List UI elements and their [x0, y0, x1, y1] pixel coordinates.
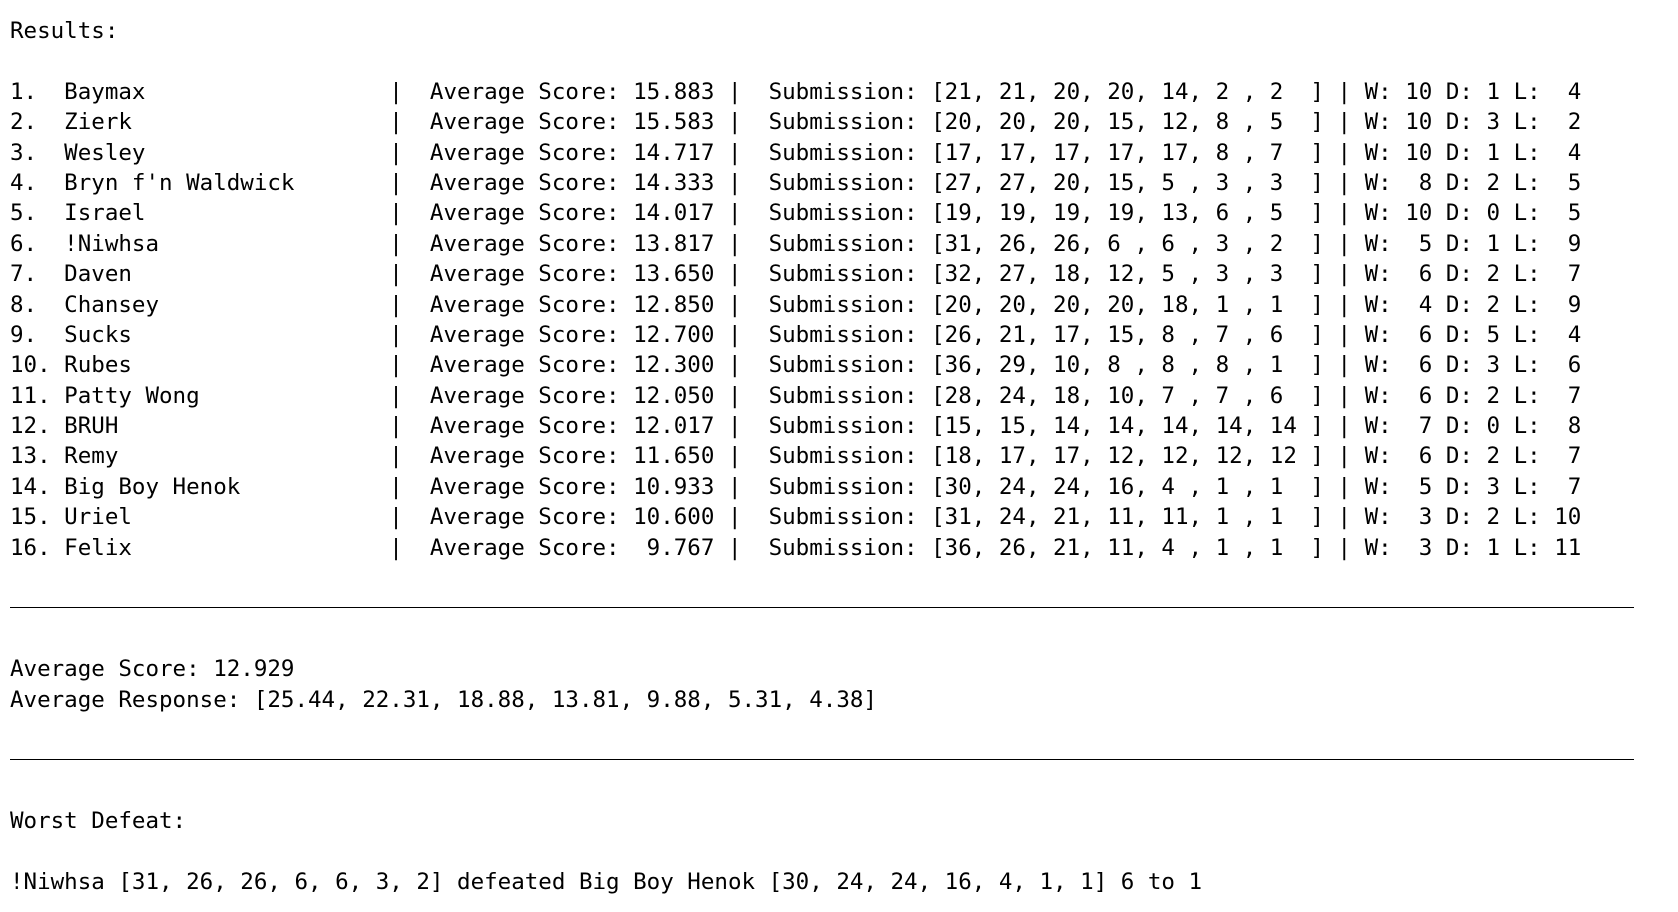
results-row: 4. Bryn f'n Waldwick | Average Score: 14…	[10, 169, 1582, 196]
results-row: 3. Wesley | Average Score: 14.717 | Subm…	[10, 139, 1582, 166]
average-response-summary: Average Response: [25.44, 22.31, 18.88, …	[10, 686, 877, 713]
results-row: 2. Zierk | Average Score: 15.583 | Submi…	[10, 109, 1582, 136]
results-header: Results:	[10, 18, 119, 44]
results-row: 15. Uriel | Average Score: 10.600 | Subm…	[10, 504, 1582, 531]
results-table: 1. Baymax | Average Score: 15.883 | Subm…	[10, 77, 1581, 563]
results-row: 5. Israel | Average Score: 14.017 | Subm…	[10, 200, 1582, 227]
blank-line	[10, 776, 1581, 806]
blank-line	[10, 837, 1581, 867]
blank-line	[10, 46, 1581, 76]
results-row: 16. Felix | Average Score: 9.767 | Submi…	[10, 534, 1582, 561]
worst-defeat-header: Worst Defeat:	[10, 808, 187, 835]
separator-line	[10, 745, 1634, 775]
average-score-summary: Average Score: 12.929	[10, 656, 295, 683]
worst-defeat-text: !Niwhsa [31, 26, 26, 6, 6, 3, 2] defeate…	[10, 868, 1203, 895]
separator-line	[10, 593, 1634, 623]
results-row: 6. !Niwhsa | Average Score: 13.817 | Sub…	[10, 230, 1582, 257]
results-row: 10. Rubes | Average Score: 12.300 | Subm…	[10, 352, 1582, 379]
results-row: 13. Remy | Average Score: 11.650 | Submi…	[10, 443, 1582, 470]
results-row: 7. Daven | Average Score: 13.650 | Submi…	[10, 261, 1582, 288]
blank-line	[10, 624, 1581, 654]
results-row: 12. BRUH | Average Score: 12.017 | Submi…	[10, 413, 1582, 440]
results-row: 1. Baymax | Average Score: 15.883 | Subm…	[10, 78, 1582, 105]
results-row: 9. Sucks | Average Score: 12.700 | Submi…	[10, 321, 1582, 348]
blank-line	[10, 715, 1581, 745]
blank-line	[10, 563, 1581, 593]
terminal-output: Results: 1. Baymax | Average Score: 15.8…	[10, 16, 1634, 897]
results-row: 11. Patty Wong | Average Score: 12.050 |…	[10, 382, 1582, 409]
results-row: 8. Chansey | Average Score: 12.850 | Sub…	[10, 291, 1582, 318]
results-row: 14. Big Boy Henok | Average Score: 10.93…	[10, 473, 1582, 500]
